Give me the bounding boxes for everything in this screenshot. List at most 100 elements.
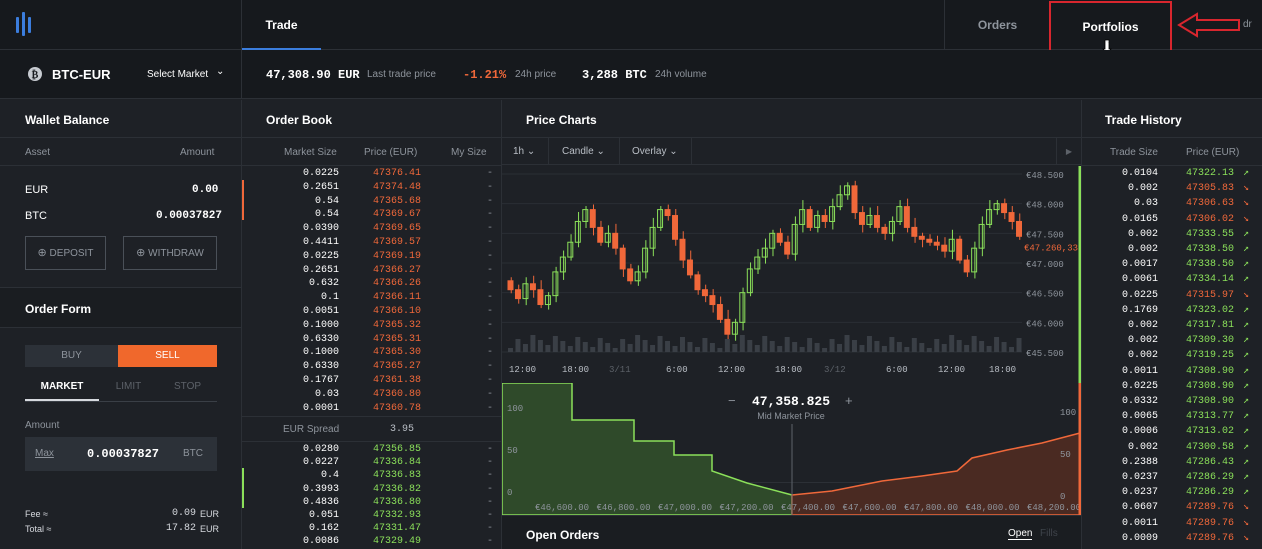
order-book-row[interactable]: 0.0390 47369.65 - [242, 222, 501, 236]
tab-portfolios[interactable]: Portfolios [1049, 1, 1172, 55]
order-book-row[interactable]: 0.0225 47369.19 - [242, 250, 501, 264]
logo[interactable] [0, 0, 242, 50]
volume-bar [1009, 347, 1015, 352]
row-price: 47329.49 [373, 536, 422, 548]
tab-limit[interactable]: LIMIT [115, 381, 142, 392]
row-my-size: - [487, 223, 494, 235]
amount-input[interactable]: Max 0.00037827 BTC [25, 437, 217, 471]
row-size: 0.0086 [302, 536, 339, 548]
time-axis-label: 3/11 [609, 365, 631, 375]
interval-select[interactable]: 1h ⌄ [502, 138, 549, 165]
max-button[interactable]: Max [35, 448, 54, 459]
tab-market[interactable]: MARKET [25, 381, 99, 401]
candle [507, 280, 514, 291]
tab-open[interactable]: Open [1008, 528, 1033, 540]
order-book-row[interactable]: 0.0227 47336.84 - [242, 456, 501, 469]
trade-price: 47286.43 [1186, 456, 1235, 468]
order-book-row[interactable]: 0.03 47360.80 - [242, 388, 501, 402]
row-size: 0.54 [314, 209, 339, 221]
time-axis-label: 12:00 [938, 365, 965, 375]
arrow-up-icon: ↗ [1243, 335, 1250, 347]
row-my-size: - [487, 264, 494, 276]
overlay-select[interactable]: Overlay ⌄ [620, 138, 692, 165]
candlestick-chart[interactable]: €48.500 €48.000 €47.500 €47.000 €46.500 €46.0… [502, 166, 1081, 481]
amount-unit: BTC [183, 448, 203, 459]
volume-bar [926, 348, 932, 352]
time-axis-label: 18:00 [775, 365, 802, 375]
order-book-row[interactable]: 0.0280 47356.85 - [242, 443, 501, 456]
order-book-row[interactable]: 0.162 47331.47 - [242, 522, 501, 535]
chart-type-select[interactable]: Candle ⌄ [549, 138, 620, 165]
tab-fills[interactable]: Fills [1040, 528, 1058, 539]
candle [896, 206, 903, 222]
order-book-row[interactable]: 0.1 47366.11 - [242, 291, 501, 305]
order-book-row[interactable]: 0.3993 47336.82 - [242, 483, 501, 496]
order-book-row[interactable]: 0.6330 47365.27 - [242, 360, 501, 374]
order-book-row[interactable]: 0.4 47336.83 - [242, 469, 501, 482]
order-book-row[interactable]: 0.051 47332.93 - [242, 509, 501, 522]
row-price: 47374.48 [373, 181, 422, 193]
trade-size: 0.0165 [1121, 213, 1158, 225]
order-book-row[interactable]: 0.1000 47365.30 - [242, 346, 501, 360]
tab-trade[interactable]: Trade [242, 0, 321, 50]
trade-size: 0.002 [1127, 350, 1158, 362]
play-icon[interactable]: ▶ [1056, 138, 1081, 165]
row-size: 0.0051 [302, 306, 339, 317]
depth-axis-label: 100 [507, 404, 523, 414]
volume-bar [949, 335, 955, 352]
row-my-size: - [487, 375, 494, 386]
trade-price: 47333.55 [1186, 228, 1235, 240]
row-my-size: - [487, 168, 494, 179]
order-book-row[interactable]: 0.0051 47366.10 - [242, 305, 501, 319]
volume-bar [537, 340, 543, 352]
order-book-row[interactable]: 0.0225 47376.41 - [242, 167, 501, 181]
order-book-row[interactable]: 0.2651 47366.27 - [242, 264, 501, 278]
deposit-button[interactable]: ⊕ DEPOSIT [25, 236, 106, 270]
depth-x-label: €46,600.00 [535, 503, 589, 513]
depth-x-label: €47,600.00 [843, 503, 897, 513]
candle [1001, 203, 1008, 214]
buy-button[interactable]: BUY [25, 345, 118, 367]
market-selector[interactable]: ₿ BTC-EUR Select Market ⌄ [0, 50, 242, 99]
volume-bar [919, 343, 925, 352]
depth-chart[interactable]: 100 50 0 100 50 0 €46,600.00 €46,800.00 €47,000.… [502, 383, 1081, 515]
order-book-row[interactable]: 0.4411 47369.57 - [242, 236, 501, 250]
trade-row: 0.1769 47323.02 ↗ [1082, 304, 1262, 319]
chevron-down-icon: ⌄ [596, 146, 605, 157]
current-price-badge [1022, 241, 1080, 254]
order-book-row[interactable]: 0.4836 47336.80 - [242, 496, 501, 509]
withdraw-button[interactable]: ⊕ WITHDRAW [123, 236, 217, 270]
order-book-row[interactable]: 0.54 47369.67 - [242, 208, 501, 222]
volume-bar [657, 336, 663, 352]
volume-bar [627, 344, 633, 352]
select-market-label[interactable]: Select Market [147, 69, 209, 80]
tab-stop[interactable]: STOP [173, 381, 202, 392]
candle [522, 283, 529, 300]
order-book-row[interactable]: 0.54 47365.68 - [242, 195, 501, 209]
logo-bar [28, 17, 31, 33]
row-my-size: - [487, 195, 494, 207]
trade-price-header: Price (EUR) [1186, 147, 1240, 158]
order-book-row[interactable]: 0.0001 47360.78 - [242, 402, 501, 416]
arrow-up-icon: ↗ [1243, 441, 1250, 453]
order-book-row[interactable]: 0.2651 47374.48 - [242, 181, 501, 195]
row-price: 47332.93 [373, 510, 422, 521]
zoom-in-button[interactable]: + [845, 393, 853, 408]
sell-button[interactable]: SELL [118, 345, 217, 367]
order-book-row[interactable]: 0.632 47366.26 - [242, 277, 501, 291]
order-book-row[interactable]: 0.0086 47329.49 - [242, 535, 501, 548]
volume-bar [530, 335, 536, 352]
row-my-size: - [487, 347, 494, 359]
volume-bar [575, 337, 581, 352]
spread-label: EUR Spread [283, 424, 340, 435]
candle [701, 289, 708, 297]
order-book-row[interactable]: 0.6330 47365.31 - [242, 333, 501, 347]
zoom-out-button[interactable]: − [728, 393, 736, 408]
order-book-row[interactable]: 0.1767 47361.38 - [242, 374, 501, 388]
order-book-row[interactable]: 0.1000 47365.32 - [242, 319, 501, 333]
candle [948, 238, 955, 252]
depth-axis-label: 0 [1060, 492, 1065, 502]
row-my-size: - [487, 181, 494, 193]
tab-orders[interactable]: Orders [944, 0, 1050, 50]
price-axis-label: €48.500 [1026, 171, 1064, 181]
